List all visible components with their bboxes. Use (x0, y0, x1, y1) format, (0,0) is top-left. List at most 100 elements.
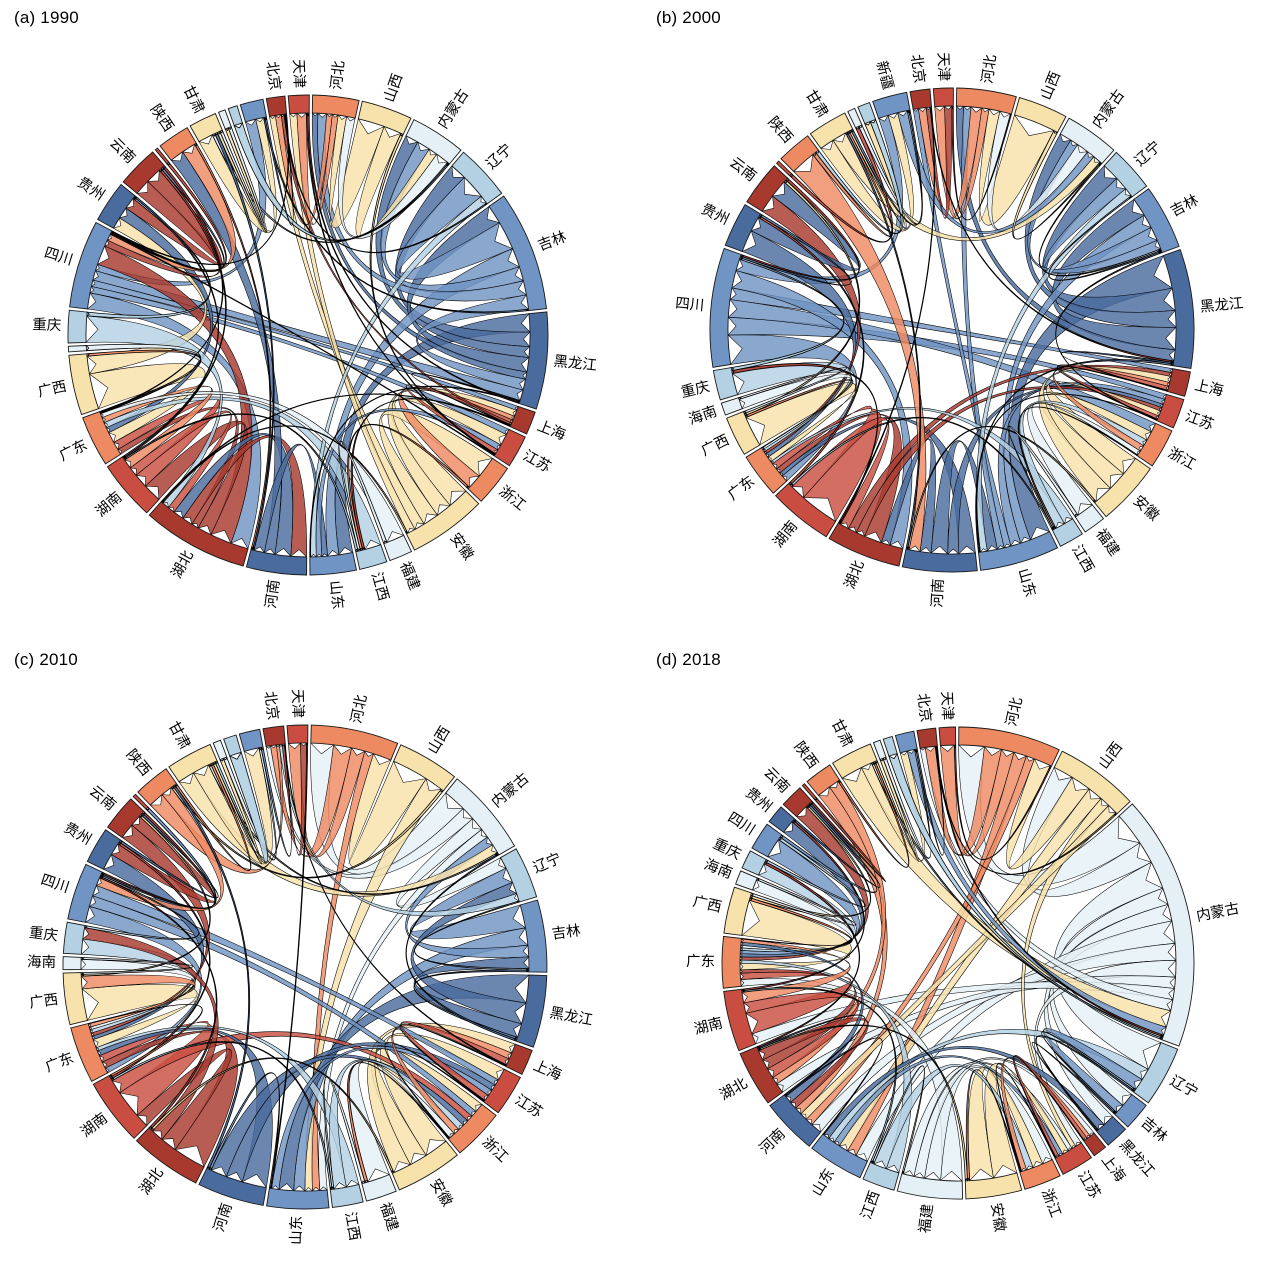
panel-title-a: (a) 1990 (14, 8, 79, 27)
province-label-湖北: 湖北 (168, 547, 197, 581)
province-label-重庆: 重庆 (28, 924, 59, 944)
arc-新疆 (238, 728, 264, 752)
arc-安徽 (1093, 457, 1151, 518)
arc-青海 (872, 739, 887, 761)
arc-内蒙古 (445, 778, 516, 856)
arc-湖南 (774, 482, 837, 538)
arc-山东 (309, 551, 358, 576)
arc-辽宁 (1133, 1042, 1179, 1104)
arc-黑龙江 (1095, 1115, 1127, 1146)
province-label-吉林: 吉林 (1138, 1114, 1171, 1146)
province-label-吉林: 吉林 (551, 922, 582, 943)
province-label-甘肃: 甘肃 (180, 83, 208, 117)
chord-ribbons (739, 744, 1177, 1182)
arc-辽宁 (499, 848, 538, 903)
arc-江苏 (493, 428, 526, 467)
arc-广东 (721, 935, 742, 989)
province-label-福建: 福建 (396, 559, 423, 592)
province-label-海南: 海南 (686, 403, 719, 429)
province-label-吉林: 吉林 (536, 228, 570, 254)
arc-福建 (1074, 504, 1105, 533)
arc-湖北 (828, 522, 904, 567)
arc-重庆 (67, 309, 88, 344)
province-label-重庆: 重庆 (32, 316, 62, 334)
province-label-上海: 上海 (535, 417, 568, 443)
chord-ribbon (739, 969, 857, 1070)
arc-广西 (68, 353, 100, 416)
arc-四川 (709, 247, 742, 368)
province-label-云南: 云南 (86, 783, 119, 815)
province-label-山东: 山东 (808, 1166, 838, 1200)
arc-海南 (67, 345, 88, 353)
chord-ribbons (85, 112, 531, 558)
arc-北京 (262, 725, 286, 747)
province-label-安徽: 安徽 (1130, 492, 1163, 524)
province-label-湖南: 湖南 (92, 489, 125, 521)
province-label-上海: 上海 (1193, 377, 1225, 400)
province-label-云南: 云南 (726, 154, 759, 185)
arc-西藏 (132, 793, 149, 810)
arc-宁夏 (882, 735, 898, 757)
province-label-四川: 四川 (674, 296, 704, 315)
arc-宁夏 (857, 101, 877, 125)
province-label-北京: 北京 (263, 60, 284, 91)
province-label-陕西: 陕西 (123, 746, 155, 779)
chord-ribbon (278, 974, 530, 1192)
arc-宁夏 (223, 734, 242, 757)
province-label-河南: 河南 (262, 579, 283, 610)
arc-江苏 (1054, 1142, 1093, 1175)
arc-广西 (726, 411, 761, 455)
arc-河北 (310, 724, 399, 761)
province-label-山西: 山西 (1037, 69, 1064, 102)
arc-山东 (811, 1133, 868, 1179)
province-label-天津: 天津 (290, 59, 308, 89)
province-label-陕西: 陕西 (147, 101, 177, 135)
province-label-广西: 广西 (36, 378, 68, 401)
arc-新疆 (894, 730, 918, 754)
province-label-山东: 山东 (287, 1216, 305, 1245)
province-label-河北: 河北 (979, 53, 1000, 85)
province-label-江西: 江西 (368, 570, 392, 603)
arc-甘肃 (831, 743, 878, 779)
arc-贵州 (86, 829, 122, 870)
province-label-河南: 河南 (756, 1125, 789, 1157)
arc-青海 (847, 107, 863, 129)
province-label-江苏: 江苏 (1183, 408, 1216, 434)
arc-西藏 (801, 783, 817, 800)
arc-上海 (509, 405, 536, 435)
arc-内蒙古 (405, 118, 462, 165)
arc-黑龙江 (1162, 249, 1195, 370)
arc-山西 (1053, 750, 1131, 815)
arc-江西 (355, 544, 388, 570)
province-label-河北: 河北 (1003, 695, 1026, 728)
province-label-广西: 广西 (698, 431, 732, 459)
arc-海南 (735, 870, 758, 891)
arc-吉林 (488, 195, 547, 312)
province-label-重庆: 重庆 (679, 378, 711, 401)
arc-四川 (69, 221, 113, 310)
province-label-云南: 云南 (760, 764, 793, 797)
arc-湖北 (739, 1046, 784, 1104)
arc-浙江 (1019, 1159, 1061, 1190)
arc-浙江 (447, 1103, 497, 1154)
province-label-江苏: 江苏 (1074, 1168, 1103, 1202)
chord-ribbon (416, 294, 530, 391)
arc-甘肃 (809, 112, 854, 150)
arc-新疆 (239, 98, 267, 123)
province-label-北京: 北京 (914, 692, 935, 723)
province-label-辽宁: 辽宁 (483, 140, 516, 172)
province-label-甘肃: 甘肃 (802, 87, 832, 121)
province-label-广东: 广东 (43, 1049, 76, 1075)
arc-海南 (720, 397, 743, 416)
province-label-福建: 福建 (916, 1203, 936, 1234)
arc-湖南 (723, 988, 757, 1052)
arc-广东 (70, 1022, 109, 1083)
arc-吉林 (519, 899, 548, 973)
province-label-上海: 上海 (531, 1057, 564, 1084)
arc-北京 (916, 727, 938, 749)
arc-北京 (265, 95, 288, 117)
province-label-天津: 天津 (938, 691, 956, 721)
province-label-江西: 江西 (341, 1210, 363, 1242)
